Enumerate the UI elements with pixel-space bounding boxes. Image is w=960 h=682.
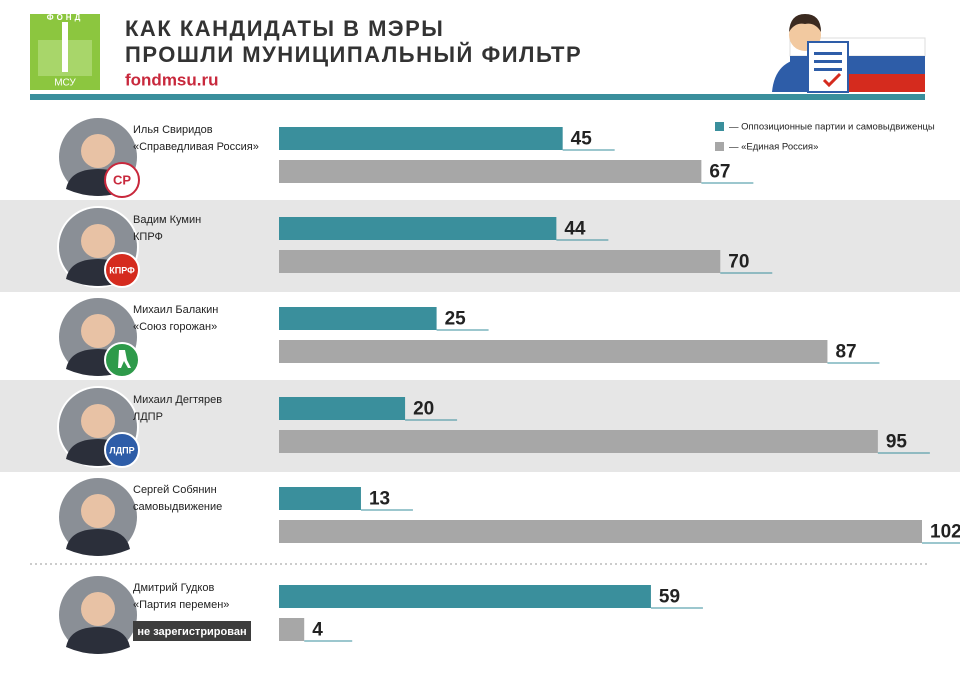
value-label: 44 (564, 219, 586, 240)
bar (279, 585, 651, 608)
bar (279, 160, 702, 183)
candidate-party: «Справедливая Россия» (133, 141, 259, 153)
party-badge-text: КПРФ (109, 265, 135, 275)
value-label: 20 (413, 399, 434, 420)
candidate-party: КПРФ (133, 231, 163, 243)
doc-check (822, 72, 842, 88)
rows: Илья Свиридов «Справедливая Россия» СР 45 67… (0, 116, 960, 656)
bar (279, 618, 305, 641)
bar (279, 397, 406, 420)
bar (279, 307, 437, 330)
candidate-name: Илья Свиридов (133, 124, 213, 136)
candidate-name: Сергей Собянин (133, 484, 217, 496)
value-label: 70 (728, 252, 749, 273)
avatar-face (81, 314, 115, 348)
avatar-face (81, 494, 115, 528)
avatar-face (81, 404, 115, 438)
bar (279, 487, 361, 510)
status-text: не зарегистрирован (137, 626, 246, 638)
value-label: 67 (709, 162, 730, 183)
row-background (0, 380, 960, 472)
value-label: 59 (659, 587, 680, 608)
party-badge (104, 252, 140, 288)
value-label: 87 (835, 342, 856, 363)
candidate-party: «Партия перемен» (133, 599, 229, 611)
logo-top: ФОНД (47, 13, 84, 22)
person-hair (789, 14, 821, 32)
bar (279, 340, 828, 363)
legend-label: — «Единая Россия» (729, 142, 818, 153)
avatar-face (81, 224, 115, 258)
bar (279, 430, 878, 453)
bar (279, 217, 557, 240)
candidate-party: самовыдвижение (133, 501, 222, 513)
party-badge (104, 162, 140, 198)
party-badge-icon (118, 350, 131, 368)
value-label: 13 (369, 489, 390, 510)
value-label: 102 (930, 522, 960, 543)
title-line: ПРОШЛИ МУНИЦИПАЛЬНЫЙ ФИЛЬТР (125, 42, 582, 67)
bar (279, 520, 922, 543)
title-line: КАК КАНДИДАТЫ В МЭРЫ (125, 16, 444, 41)
candidate-party: «Союз горожан» (133, 321, 217, 333)
avatar-face (81, 592, 115, 626)
avatar-suit (66, 627, 130, 654)
value-label: 45 (571, 129, 593, 150)
header-stripe (30, 94, 925, 100)
value-label: 95 (886, 432, 908, 453)
doc-line (814, 68, 842, 71)
candidate-party: ЛДПР (133, 411, 163, 423)
value-label: 25 (445, 309, 467, 330)
legend-swatch (715, 122, 724, 131)
candidate-name: Михаил Балакин (133, 304, 218, 316)
doc-line (814, 52, 842, 55)
candidate-name: Дмитрий Гудков (133, 582, 214, 594)
value-label: 4 (312, 620, 323, 641)
status-badge (133, 621, 251, 641)
legend-label: — Оппозиционные партии и самовыдвиженцы (729, 122, 935, 133)
party-badge (104, 432, 140, 468)
candidate-name: Михаил Дегтярев (133, 394, 222, 406)
logo-tower (62, 22, 68, 72)
party-badge-text: ЛДПР (109, 445, 134, 455)
bar (279, 250, 721, 273)
logo-bottom: МСУ (54, 78, 76, 89)
row-background (0, 200, 960, 292)
legend-swatch (715, 142, 724, 151)
party-badge-text: СР (113, 172, 131, 187)
doc-line (814, 60, 842, 63)
source: fondmsu.ru (125, 70, 219, 89)
avatar-face (81, 134, 115, 168)
bar (279, 127, 563, 150)
candidate-name: Вадим Кумин (133, 214, 201, 226)
avatar-suit (66, 529, 130, 556)
